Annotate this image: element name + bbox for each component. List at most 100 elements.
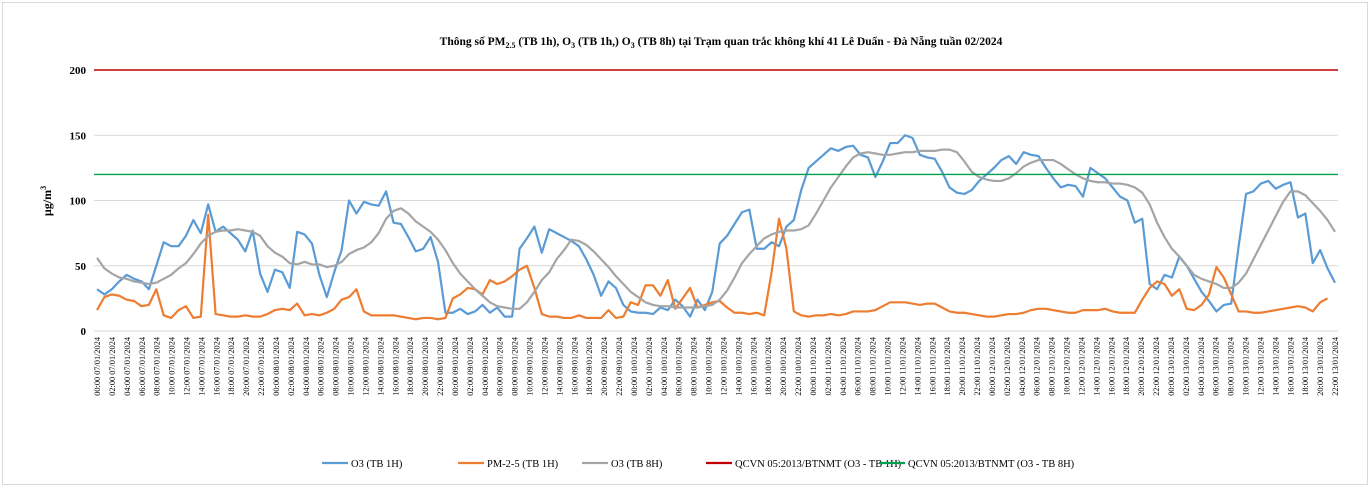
x-tick-label: 20:00 12/01/2024	[1137, 336, 1146, 396]
x-tick-label: 08:00 10/01/2024	[690, 336, 699, 396]
x-tick-label: 02:00 13/01/2024	[1182, 336, 1191, 396]
x-tick-label: 04:00 10/01/2024	[660, 336, 669, 396]
x-tick-label: 04:00 08/01/2024	[302, 336, 311, 396]
x-tick-label: 16:00 11/01/2024	[928, 336, 937, 395]
legend-label: QCVN 05:2013/BTNMT (O3 - TB 8H)	[908, 459, 1075, 470]
x-tick-label: 00:00 08/01/2024	[272, 336, 281, 396]
x-tick-label: 20:00 10/01/2024	[779, 336, 788, 396]
x-tick-label: 00:00 11/01/2024	[809, 336, 818, 395]
x-tick-label: 04:00 11/01/2024	[839, 336, 848, 395]
y-tick-label: 100	[70, 196, 87, 208]
x-tick-label: 06:00 12/01/2024	[1033, 336, 1042, 396]
x-tick-label: 08:00 12/01/2024	[1048, 336, 1057, 396]
x-tick-label: 14:00 11/01/2024	[913, 336, 922, 395]
series-line-o3-tb-1h	[96, 134, 1336, 318]
x-tick-label: 16:00 10/01/2024	[749, 336, 758, 396]
x-tick-label: 18:00 11/01/2024	[943, 336, 952, 395]
series-line-pm-2-5-tb-1h	[96, 213, 1329, 321]
x-tick-label: 22:00 10/01/2024	[794, 336, 803, 396]
x-tick-label: 08:00 07/01/2024	[153, 336, 162, 396]
x-tick-label: 00:00 07/01/2024	[93, 336, 102, 396]
y-tick-label: 150	[70, 130, 87, 142]
series-lines	[94, 69, 1338, 321]
x-tick-label: 04:00 13/01/2024	[1197, 336, 1206, 396]
x-tick-label: 02:00 09/01/2024	[466, 336, 475, 396]
x-tick-label: 10:00 10/01/2024	[705, 336, 714, 396]
x-tick-label: 10:00 07/01/2024	[168, 336, 177, 396]
x-tick-label: 18:00 13/01/2024	[1301, 336, 1310, 396]
legend: O3 (TB 1H) PM-2-5 (TB 1H) O3 (TB 8H) QCVN 0…	[322, 459, 1075, 470]
y-tick-label: 0	[81, 326, 87, 338]
x-tick-label: 02:00 07/01/2024	[108, 336, 117, 396]
x-tick-label: 22:00 08/01/2024	[436, 336, 445, 396]
x-tick-label: 00:00 12/01/2024	[988, 336, 997, 396]
x-tick-label: 14:00 10/01/2024	[734, 336, 743, 396]
x-tick-label: 12:00 10/01/2024	[719, 336, 728, 396]
gridlines	[94, 69, 1338, 332]
x-tick-label: 08:00 09/01/2024	[511, 336, 520, 396]
x-tick-label: 22:00 07/01/2024	[257, 336, 266, 396]
chart-title: Thông số PM2.5 (TB 1h), O3 (TB 1h,) O3 (…	[440, 35, 1003, 50]
x-tick-label: 04:00 07/01/2024	[123, 336, 132, 396]
x-tick-label: 20:00 07/01/2024	[242, 336, 251, 396]
x-tick-label: 12:00 07/01/2024	[182, 336, 191, 396]
y-axis-label: µg/m3	[39, 186, 54, 216]
x-tick-label: 10:00 11/01/2024	[884, 336, 893, 395]
x-tick-label: 16:00 09/01/2024	[570, 336, 579, 396]
x-tick-label: 14:00 13/01/2024	[1271, 336, 1280, 396]
x-tick-label: 06:00 11/01/2024	[854, 336, 863, 395]
x-tick-label: 02:00 11/01/2024	[824, 336, 833, 395]
legend-label: QCVN 05:2013/BTNMT (O3 - TB 1H)	[735, 459, 902, 470]
x-tick-label: 00:00 09/01/2024	[451, 336, 460, 396]
x-tick-label: 08:00 08/01/2024	[332, 336, 341, 396]
x-tick-label: 20:00 08/01/2024	[421, 336, 430, 396]
x-tick-label: 02:00 08/01/2024	[287, 336, 296, 396]
x-tick-label: 18:00 08/01/2024	[406, 336, 415, 396]
x-tick-label: 12:00 11/01/2024	[898, 336, 907, 395]
x-tick-label: 04:00 12/01/2024	[1018, 336, 1027, 396]
x-tick-label: 16:00 07/01/2024	[212, 336, 221, 396]
x-tick-label: 12:00 12/01/2024	[1077, 336, 1086, 396]
x-tick-label: 18:00 09/01/2024	[585, 336, 594, 396]
x-tick-label: 14:00 07/01/2024	[197, 336, 206, 396]
x-tick-label: 02:00 10/01/2024	[645, 336, 654, 396]
x-tick-labels: 00:00 07/01/2024 02:00 07/01/2024 04:00 07…	[93, 336, 1340, 396]
y-tick-label: 50	[75, 261, 87, 273]
x-tick-label: 10:00 08/01/2024	[347, 336, 356, 396]
legend-label: PM-2-5 (TB 1H)	[487, 459, 559, 470]
x-tick-label: 08:00 11/01/2024	[869, 336, 878, 395]
x-tick-label: 06:00 07/01/2024	[138, 336, 147, 396]
x-tick-label: 18:00 12/01/2024	[1122, 336, 1131, 396]
x-tick-label: 00:00 10/01/2024	[630, 336, 639, 396]
legend-label: O3 (TB 1H)	[351, 459, 403, 470]
x-tick-label: 12:00 08/01/2024	[361, 336, 370, 396]
x-tick-label: 06:00 08/01/2024	[317, 336, 326, 396]
x-tick-label: 10:00 12/01/2024	[1063, 336, 1072, 396]
x-tick-label: 02:00 12/01/2024	[1003, 336, 1012, 396]
chart-svg: Thông số PM2.5 (TB 1h), O3 (TB 1h,) O3 (…	[39, 35, 1340, 470]
x-tick-label: 14:00 12/01/2024	[1092, 336, 1101, 396]
x-tick-label: 22:00 11/01/2024	[973, 336, 982, 395]
x-tick-label: 10:00 09/01/2024	[526, 336, 535, 396]
x-tick-label: 14:00 09/01/2024	[555, 336, 564, 396]
x-tick-label: 20:00 09/01/2024	[600, 336, 609, 396]
x-tick-label: 18:00 07/01/2024	[227, 336, 236, 396]
x-tick-label: 12:00 13/01/2024	[1256, 336, 1265, 396]
x-tick-label: 00:00 13/01/2024	[1167, 336, 1176, 396]
x-tick-label: 08:00 13/01/2024	[1227, 336, 1236, 396]
legend-label: O3 (TB 8H)	[611, 459, 663, 470]
x-tick-label: 16:00 12/01/2024	[1107, 336, 1116, 396]
series-line-o3-tb-8h	[96, 148, 1336, 310]
x-tick-label: 10:00 13/01/2024	[1242, 336, 1251, 396]
x-tick-label: 16:00 08/01/2024	[391, 336, 400, 396]
x-tick-label: 22:00 13/01/2024	[1331, 336, 1340, 396]
x-tick-label: 06:00 09/01/2024	[496, 336, 505, 396]
x-tick-label: 20:00 11/01/2024	[958, 336, 967, 395]
x-tick-label: 18:00 10/01/2024	[764, 336, 773, 396]
x-tick-label: 16:00 13/01/2024	[1286, 336, 1295, 396]
x-tick-label: 22:00 12/01/2024	[1152, 336, 1161, 396]
y-tick-labels: 0 50 100 150 200	[70, 65, 87, 338]
x-tick-label: 22:00 09/01/2024	[615, 336, 624, 396]
y-tick-label: 200	[70, 65, 87, 77]
